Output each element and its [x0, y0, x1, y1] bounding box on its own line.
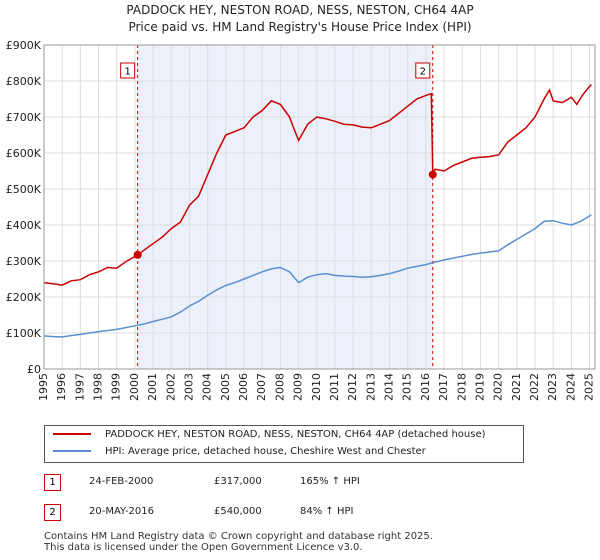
y-tick-label: £200K	[6, 291, 42, 304]
y-tick-label: £800K	[6, 75, 42, 88]
y-tick-label: £500K	[6, 183, 42, 196]
marker-label-box	[415, 62, 431, 79]
x-tick-label: 2004	[201, 373, 214, 401]
transaction-date: 20-MAY-2016	[89, 506, 155, 517]
series-lines	[43, 84, 592, 338]
x-tick-label: 2008	[273, 373, 286, 401]
footer: Contains HM Land Registry data © Crown c…	[44, 531, 433, 553]
x-tick-label: 2021	[510, 373, 523, 401]
legend-swatch-hpi	[53, 450, 91, 452]
legend: PADDOCK HEY, NESTON ROAD, NESS, NESTON, …	[44, 425, 524, 463]
x-tick-label: 2018	[455, 373, 468, 401]
transaction-hpi-change: 165% ↑ HPI	[300, 476, 360, 487]
x-tick-label: 2002	[164, 373, 177, 401]
transaction-price: £540,000	[214, 506, 262, 517]
x-tick-label: 2005	[219, 373, 232, 401]
shaded-ownership-region	[137, 45, 433, 369]
transaction-point	[133, 250, 142, 259]
x-tick-label: 2022	[528, 373, 541, 401]
transaction-point	[428, 170, 437, 179]
transaction-number-badge: 2	[44, 504, 61, 521]
y-tick-label: £0	[27, 363, 41, 376]
transaction-date: 24-FEB-2000	[89, 476, 154, 487]
x-tick-label: 2001	[146, 373, 159, 401]
x-tick-label: 2012	[346, 373, 359, 401]
marker-label: 2	[420, 67, 426, 78]
transaction-markers	[133, 170, 437, 259]
chart-title: PADDOCK HEY, NESTON ROAD, NESS, NESTON, …	[126, 3, 474, 17]
x-tick-label: 2017	[437, 373, 450, 401]
x-tick-label: 1997	[73, 373, 86, 401]
series-line-hpi	[43, 214, 592, 338]
x-tick-label: 2010	[310, 373, 323, 401]
legend-item-hpi: HPI: Average price, detached house, Ches…	[53, 444, 426, 460]
plot-border	[43, 44, 596, 370]
x-tick-label: 2016	[419, 373, 432, 401]
x-tick-label: 2023	[546, 373, 559, 401]
transaction-hpi-change: 84% ↑ HPI	[300, 506, 354, 517]
x-tick-label: 1996	[55, 373, 68, 401]
transaction-number-badge: 1	[44, 474, 61, 491]
y-tick-label: £100K	[6, 327, 42, 340]
footer-copyright: Contains HM Land Registry data © Crown c…	[44, 531, 433, 542]
x-tick-label: 2007	[255, 373, 268, 401]
transaction-price: £317,000	[214, 476, 262, 487]
y-tick-label: £300K	[6, 255, 42, 268]
chart-subtitle: Price paid vs. HM Land Registry's House …	[128, 20, 472, 34]
footer-licence: This data is licensed under the Open Gov…	[44, 542, 363, 553]
x-tick-label: 2003	[182, 373, 195, 401]
x-axis-ticks: 1995 1996 1997 1998 1999 2000 2001 2002 2003 2004…	[37, 373, 596, 401]
x-tick-label: 2011	[328, 373, 341, 401]
y-tick-label: £400K	[6, 219, 42, 232]
x-tick-label: 2009	[292, 373, 305, 401]
x-tick-label: 2015	[401, 373, 414, 401]
x-tick-label: 2019	[473, 373, 486, 401]
x-tick-label: 2000	[128, 373, 141, 401]
x-tick-label: 2014	[383, 373, 396, 401]
x-tick-label: 2025	[583, 373, 596, 401]
y-tick-label: £700K	[6, 111, 42, 124]
legend-item-property: PADDOCK HEY, NESTON ROAD, NESS, NESTON, …	[53, 427, 486, 443]
x-tick-label: 1998	[92, 373, 105, 401]
x-tick-label: 2024	[564, 373, 577, 401]
x-tick-label: 2020	[492, 373, 505, 401]
marker-label-box	[120, 62, 136, 79]
chart-title-block: PADDOCK HEY, NESTON ROAD, NESS, NESTON, …	[0, 2, 600, 36]
legend-label-hpi: HPI: Average price, detached house, Ches…	[105, 446, 426, 457]
marker-label: 1	[124, 67, 130, 78]
x-tick-label: 1995	[37, 373, 50, 401]
transaction-lines	[137, 45, 434, 369]
x-tick-label: 2013	[364, 373, 377, 401]
legend-swatch-property	[53, 433, 91, 435]
x-tick-label: 1999	[110, 373, 123, 401]
y-axis-ticks: £0 £100K £200K £300K £400K £500K £600K £700K £80…	[6, 39, 42, 376]
x-tick-label: 2006	[237, 373, 250, 401]
legend-label-property: PADDOCK HEY, NESTON ROAD, NESS, NESTON, …	[105, 429, 486, 440]
series-line-property	[43, 84, 592, 286]
y-tick-label: £900K	[6, 39, 42, 52]
y-tick-label: £600K	[6, 147, 42, 160]
